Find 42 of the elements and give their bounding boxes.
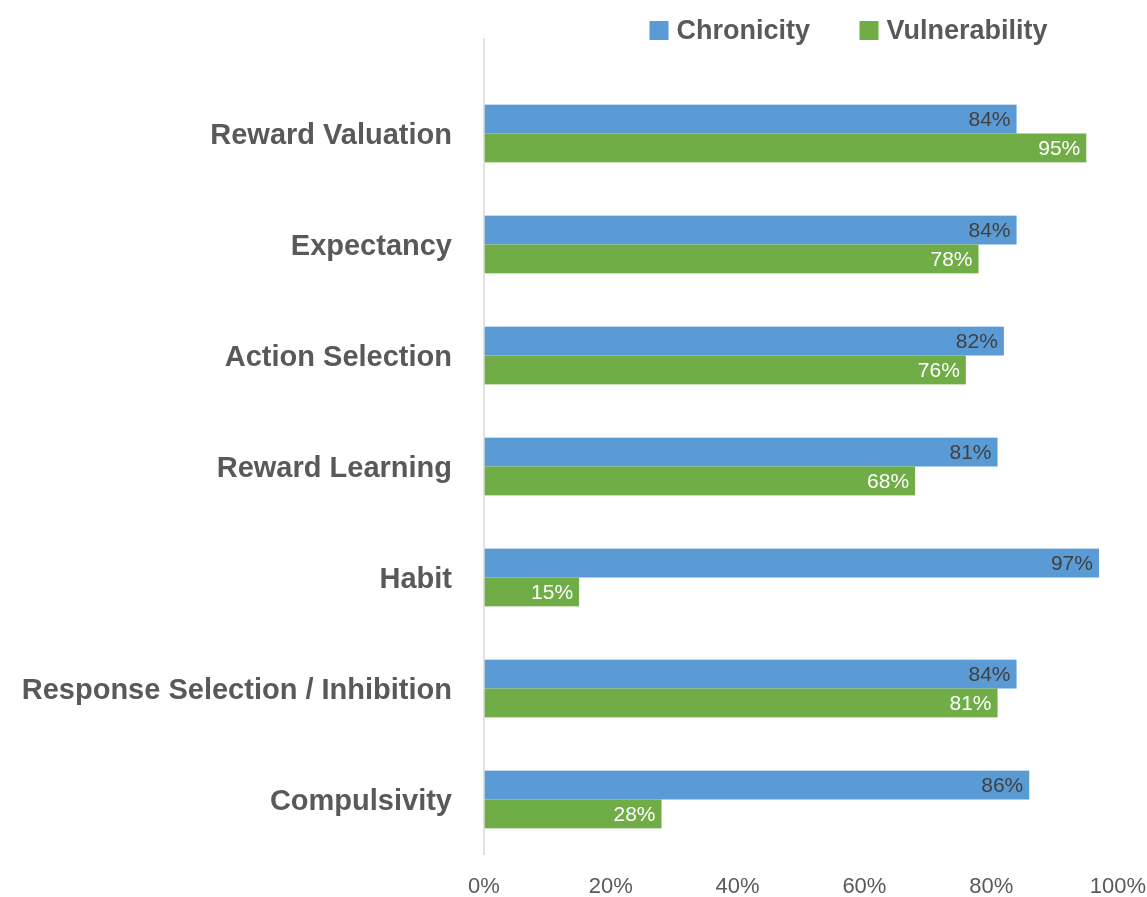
data-label: 95% [1038,136,1081,160]
bar [484,104,1017,134]
data-label: 28% [613,802,656,826]
bar [484,355,966,385]
data-label: 84% [968,662,1011,686]
data-label: 97% [1050,551,1093,575]
bar [484,437,998,467]
legend-label: Chronicity [676,15,811,46]
data-label: 84% [968,218,1011,242]
bar [484,215,1017,245]
y-tick-label: Reward Valuation [210,117,452,150]
y-tick-label: Response Selection / Inhibition [21,672,452,705]
y-tick-label: Compulsivity [269,783,452,816]
x-tick-label: 40% [715,873,760,897]
bar [484,133,1087,163]
data-label: 81% [949,691,992,715]
bar [484,244,979,274]
bar [484,770,1030,800]
data-label: 82% [955,329,998,353]
data-label: 86% [981,773,1024,797]
bar [484,466,916,496]
bar [484,688,998,718]
data-label: 76% [917,358,960,382]
legend-label: Vulnerability [886,15,1048,46]
data-label: 78% [930,247,973,271]
x-tick-label: 60% [842,873,887,897]
y-tick-label: Action Selection [224,339,452,372]
y-tick-label: Habit [379,561,453,594]
x-tick-label: 80% [969,873,1014,897]
data-label: 15% [531,580,574,604]
data-label: 81% [949,440,992,464]
y-tick-label: Expectancy [290,228,452,261]
x-tick-label: 100% [1089,873,1147,897]
x-tick-label: 20% [588,873,633,897]
x-tick-label: 0% [468,873,500,897]
bar [484,799,662,829]
y-tick-label: Reward Learning [216,450,452,483]
bar [484,326,1004,356]
data-label: 84% [968,107,1011,131]
bar [484,659,1017,689]
data-label: 68% [867,469,910,493]
bar [484,548,1099,578]
